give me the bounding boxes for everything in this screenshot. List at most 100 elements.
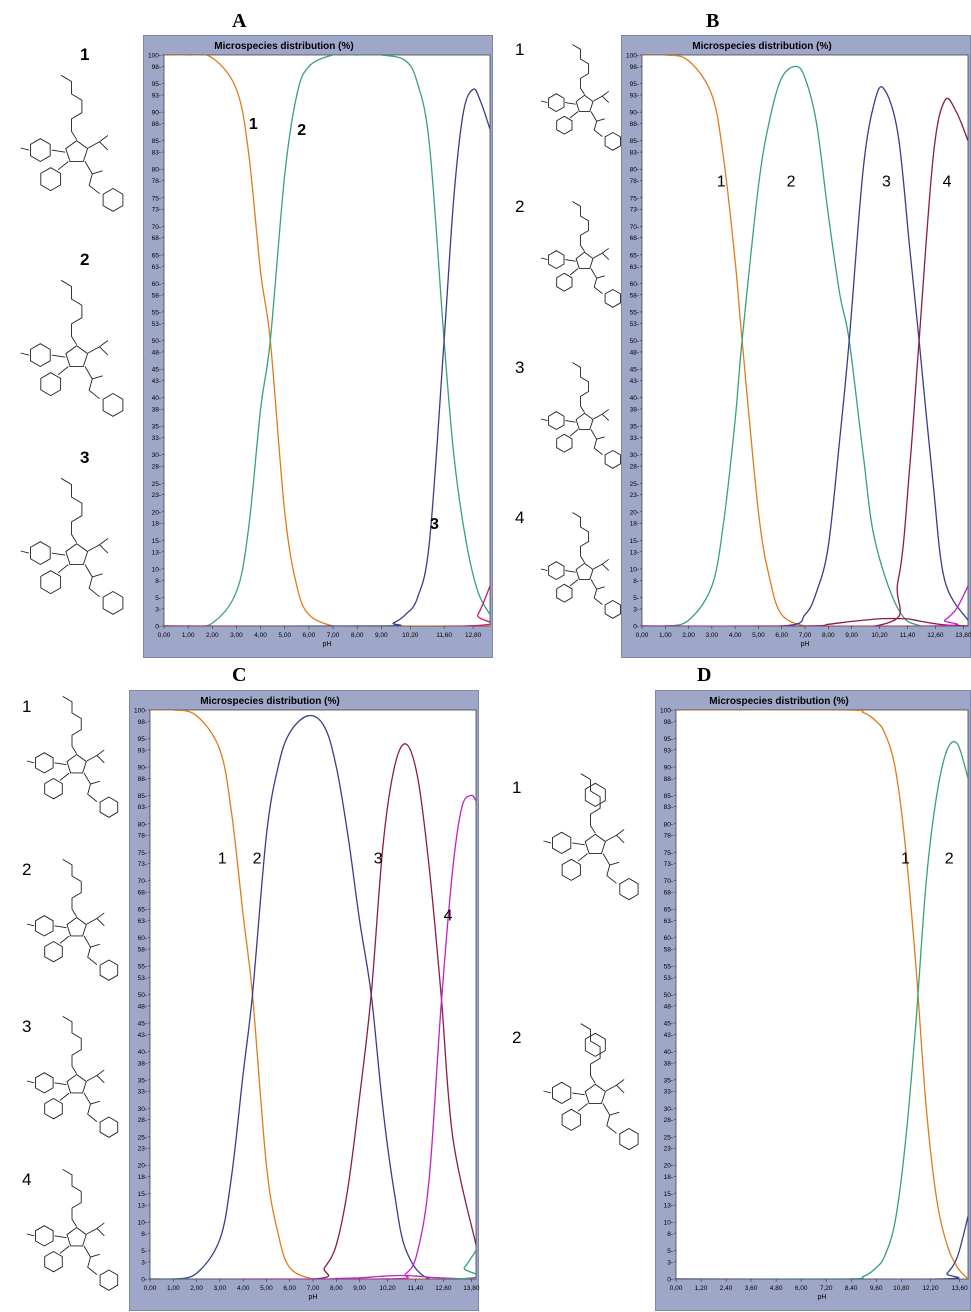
y-tick-label: 38- [138, 1060, 147, 1067]
y-tick-label: 58- [630, 292, 639, 299]
y-tick-label: 95- [138, 736, 147, 743]
y-tick-label: 50- [152, 338, 161, 345]
x-tick-label: 3,00 [230, 632, 243, 639]
chart-title: Microspecies distribution (%) [709, 696, 848, 707]
y-tick-label: 85- [138, 793, 147, 800]
series-line-1 [642, 55, 968, 626]
x-tick-label: 10,20 [871, 632, 888, 639]
y-tick-label: 45- [630, 367, 639, 374]
x-tick-label: 9,00 [375, 632, 388, 639]
curve-label: 2 [945, 851, 954, 868]
x-tick-label: 4,00 [729, 632, 742, 639]
x-tick-label: 8,00 [822, 632, 835, 639]
y-tick-label: 13- [664, 1203, 673, 1210]
series-line-2 [642, 65, 968, 626]
y-tick-label: 8- [667, 1231, 673, 1238]
y-tick-label: 90- [664, 764, 673, 771]
molecule-structure [540, 44, 621, 151]
y-tick-label: 60- [664, 935, 673, 942]
y-tick-label: 95- [152, 81, 161, 88]
chart-b-svg: Microspecies distribution (%) 100- 98- 95- 9… [626, 41, 971, 648]
curve-label: 4 [943, 173, 952, 190]
y-tick-label: 58- [152, 292, 161, 299]
y-tick-label: 80- [664, 821, 673, 828]
curve-label: 2 [787, 173, 796, 190]
y-tick-label: 63- [152, 264, 161, 271]
curve-label: 1 [901, 851, 910, 868]
y-tick-label: 0- [155, 624, 161, 631]
molecule-structure [540, 512, 621, 619]
x-tick-label: 3,60 [745, 1285, 758, 1292]
x-tick-label: 10,80 [893, 1285, 910, 1292]
y-tick-label: 3- [141, 1259, 147, 1266]
y-tick-label: 38- [152, 407, 161, 414]
y-tick-label: 20- [152, 509, 161, 516]
molecule-label: 1 [22, 697, 32, 716]
y-tick-label: 68- [630, 235, 639, 242]
series-line-2 [150, 714, 476, 1279]
series-line-minor-5 [150, 1250, 476, 1279]
series-line-minor-4 [150, 1274, 476, 1279]
y-tick-label: 38- [630, 407, 639, 414]
panel-letter-d: D [697, 664, 712, 686]
molecule-label: 1 [512, 778, 522, 797]
series-line-minor-2 [676, 1216, 968, 1279]
molecule-structure [26, 695, 119, 818]
y-tick-label: 8- [633, 578, 639, 585]
y-tick-label: 63- [138, 918, 147, 925]
y-tick-label: 70- [630, 224, 639, 231]
y-tick-label: 63- [630, 264, 639, 271]
curve-label: 3 [374, 851, 383, 868]
panel-letter-b: B [706, 10, 720, 32]
y-tick-label: 18- [664, 1174, 673, 1181]
y-tick-label: 58- [664, 946, 673, 953]
x-tick-label: 0,00 [670, 1285, 683, 1292]
molecule-structure [20, 477, 124, 615]
y-tick-label: 98- [152, 64, 161, 71]
chart-b: Microspecies distribution (%) 100- 98- 95- 9… [621, 35, 971, 658]
y-tick-label: 18- [138, 1174, 147, 1181]
y-tick-label: 45- [664, 1020, 673, 1027]
y-tick-label: 35- [138, 1077, 147, 1084]
x-tick-label: 4,00 [237, 1285, 250, 1292]
y-tick-label: 28- [664, 1117, 673, 1124]
y-tick-label: 55- [664, 964, 673, 971]
series-line-minor-3 [164, 585, 490, 626]
y-tick-label: 75- [664, 850, 673, 857]
y-tick-label: 100- [626, 53, 639, 60]
x-tick-label: 4,80 [770, 1285, 783, 1292]
y-tick-label: 78- [152, 178, 161, 185]
x-axis-label: pH [323, 641, 332, 648]
y-tick-label: 30- [138, 1106, 147, 1113]
y-tick-label: 83- [630, 150, 639, 157]
plot-area [641, 54, 969, 627]
y-tick-label: 80- [152, 167, 161, 174]
x-axis-label: pH [309, 1294, 318, 1301]
y-tick-label: 98- [630, 64, 639, 71]
y-tick-label: 45- [138, 1020, 147, 1027]
x-tick-label: 0,00 [144, 1285, 157, 1292]
y-tick-label: 55- [152, 309, 161, 316]
y-tick-label: 20- [664, 1163, 673, 1170]
y-tick-label: 33- [630, 435, 639, 442]
x-tick-label: 8,00 [351, 632, 364, 639]
series-line-4 [642, 97, 968, 626]
y-tick-label: 10- [664, 1220, 673, 1227]
y-tick-label: 78- [664, 833, 673, 840]
y-tick-label: 20- [630, 509, 639, 516]
y-tick-label: 50- [138, 992, 147, 999]
x-tick-label: 11,40 [900, 632, 916, 639]
y-tick-label: 98- [664, 719, 673, 726]
y-tick-label: 10- [152, 566, 161, 573]
y-tick-label: 93- [152, 92, 161, 99]
y-tick-label: 65- [152, 252, 161, 259]
chart-d-svg: Microspecies distribution (%) 100- 98- 95- 9… [660, 696, 969, 1301]
y-tick-label: 25- [138, 1134, 147, 1141]
x-tick-label: 4,00 [254, 632, 267, 639]
y-tick-label: 3- [155, 606, 161, 613]
y-tick-label: 65- [664, 907, 673, 914]
x-axis-label: pH [801, 641, 810, 648]
y-tick-label: 23- [138, 1146, 147, 1153]
y-tick-label: 88- [630, 121, 639, 128]
x-tick-label: 12,60 [435, 1285, 452, 1292]
